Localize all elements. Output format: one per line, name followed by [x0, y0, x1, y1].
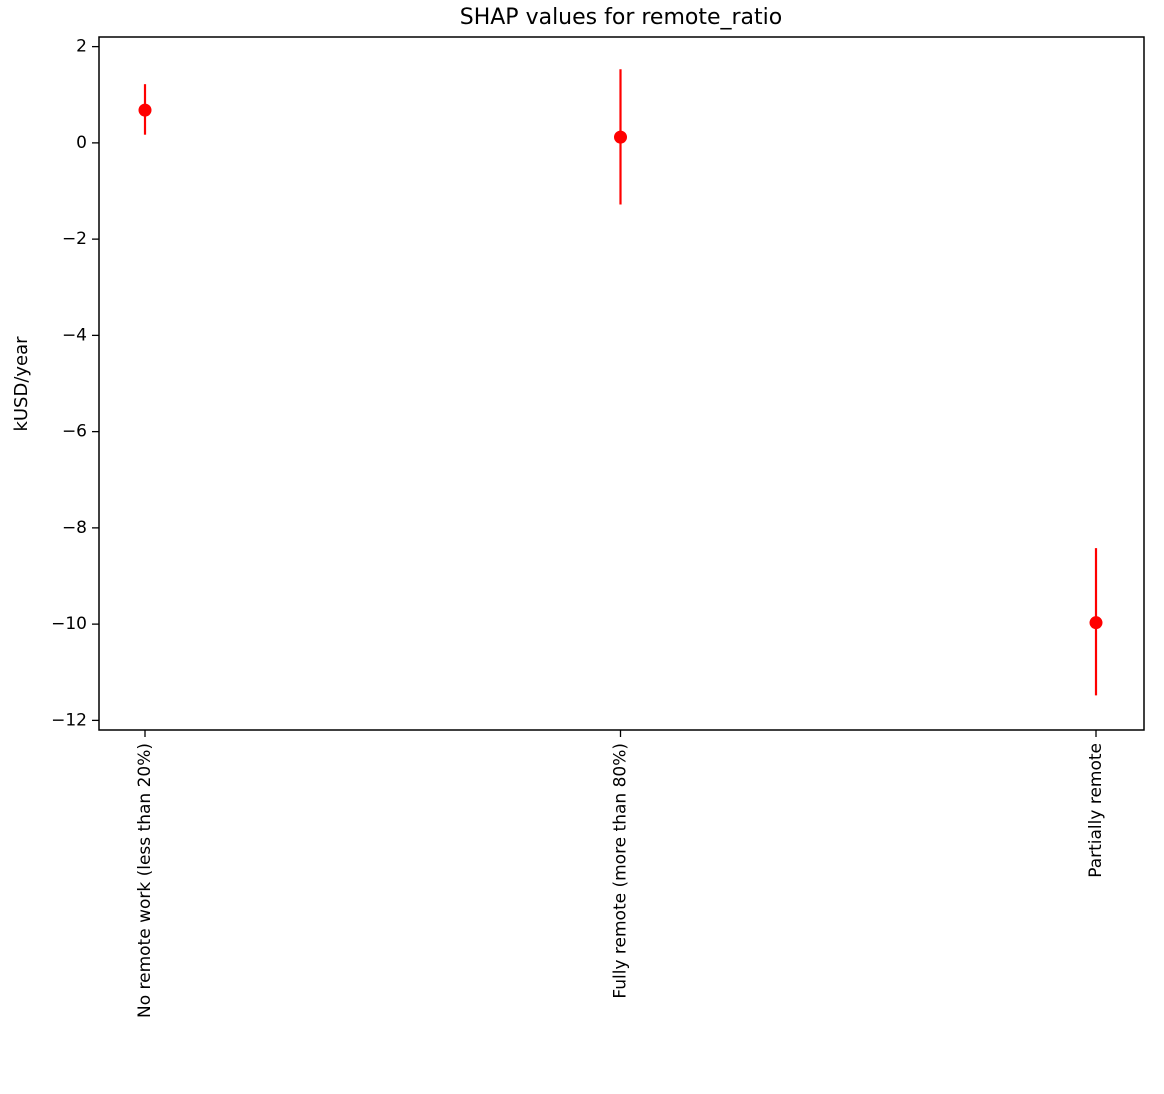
y-tick-label: 2 [76, 37, 87, 57]
y-tick-label: −4 [62, 325, 87, 345]
plot-frame [98, 36, 1145, 731]
x-tick-label: Fully remote (more than 80%) [611, 743, 631, 999]
data-point [1089, 616, 1103, 630]
data-marks [138, 69, 1103, 696]
x-tick-label: Partially remote [1086, 743, 1106, 878]
x-tick-label: No remote work (less than 20%) [135, 743, 155, 1018]
y-tick-label: 0 [76, 133, 87, 153]
chart-title: SHAP values for remote_ratio [460, 5, 782, 30]
y-tick-label: −8 [62, 518, 87, 538]
y-tick-label: −6 [62, 422, 87, 442]
data-point [138, 103, 152, 117]
x-axis-ticks: No remote work (less than 20%) Fully remo… [135, 730, 1106, 1018]
y-tick-label: −10 [51, 614, 87, 634]
y-tick-label: −2 [62, 229, 87, 249]
x-tick-label-group: Fully remote (more than 80%) [611, 743, 631, 999]
x-tick-label-group: Partially remote [1086, 743, 1106, 878]
y-axis-label: kUSD/year [11, 336, 32, 432]
y-tick-label: −12 [51, 710, 87, 730]
y-axis-label-group: kUSD/year [11, 336, 32, 432]
x-tick-label-group: No remote work (less than 20%) [135, 743, 155, 1018]
data-point [614, 130, 627, 144]
y-axis-ticks: 2 0 −2 −4 −6 −8 −10 −12 [51, 37, 99, 730]
